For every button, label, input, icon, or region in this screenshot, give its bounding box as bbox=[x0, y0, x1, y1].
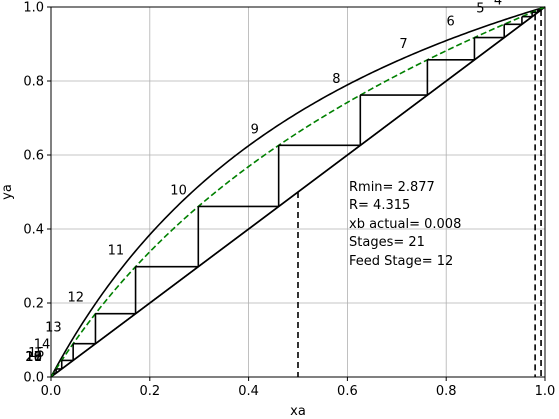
x-tick-label: 0.4 bbox=[238, 384, 259, 399]
stage-label: 20 bbox=[25, 350, 42, 365]
rectifying-operating-line bbox=[297, 9, 542, 193]
stage-label: 9 bbox=[251, 122, 259, 137]
y-tick-label: 0.8 bbox=[23, 75, 44, 90]
x-tick-label: 1.0 bbox=[535, 384, 556, 399]
y-axis-ticks: 0.0 0.2 0.4 0.6 0.8 1.0 bbox=[23, 1, 51, 386]
stage-label: 16 bbox=[25, 350, 42, 365]
stage-label: 6 bbox=[446, 15, 454, 30]
annotation-stages: Stages= 21 bbox=[349, 235, 425, 250]
stage-label: 21 bbox=[25, 350, 42, 365]
pseudo-equilibrium-curve bbox=[50, 6, 546, 378]
stage-label: 7 bbox=[399, 37, 407, 52]
stage-label: 17 bbox=[25, 350, 42, 365]
y-axis-label: ya bbox=[0, 184, 15, 200]
y-tick-label: 0.2 bbox=[23, 297, 44, 312]
annotation-rmin: Rmin= 2.877 bbox=[349, 180, 435, 195]
stage-label: 11 bbox=[108, 244, 125, 259]
stage-label: 18 bbox=[25, 350, 42, 365]
y-tick-label: 1.0 bbox=[23, 1, 44, 16]
y-tick-label: 0.6 bbox=[23, 149, 44, 164]
stage-label: 5 bbox=[476, 1, 484, 16]
stage-label: 10 bbox=[170, 183, 187, 198]
equilibrium-curve bbox=[50, 6, 546, 378]
y-tick-label: 0.4 bbox=[23, 223, 44, 238]
stripping-operating-line bbox=[54, 191, 299, 375]
x-tick-label: 0.8 bbox=[436, 384, 457, 399]
stage-steps bbox=[52, 9, 542, 375]
annotation-feed-stage: Feed Stage= 12 bbox=[349, 254, 453, 269]
stage-label: 14 bbox=[34, 337, 51, 352]
vertical-markers bbox=[297, 9, 542, 377]
stage-label: 19 bbox=[25, 350, 42, 365]
stage-label: 8 bbox=[332, 72, 340, 87]
x-axis-label: xa bbox=[290, 404, 306, 419]
stage-label: 4 bbox=[494, 0, 502, 9]
annotation-xb: xb actual= 0.008 bbox=[349, 217, 461, 232]
x-tick-label: 0.2 bbox=[139, 384, 160, 399]
stage-label: 15 bbox=[28, 346, 45, 361]
y-tick-label: 0.0 bbox=[23, 371, 44, 386]
annotation-block: Rmin= 2.877 R= 4.315 xb actual= 0.008 St… bbox=[349, 180, 461, 269]
stage-label: 13 bbox=[45, 321, 62, 336]
x-tick-label: 0.0 bbox=[41, 384, 62, 399]
plot-frame bbox=[50, 6, 546, 378]
stage-label: 12 bbox=[67, 291, 84, 306]
annotation-r: R= 4.315 bbox=[349, 198, 410, 213]
x-tick-label: 0.6 bbox=[337, 384, 358, 399]
x-axis-ticks: 0.0 0.2 0.4 0.6 0.8 1.0 bbox=[41, 377, 556, 399]
